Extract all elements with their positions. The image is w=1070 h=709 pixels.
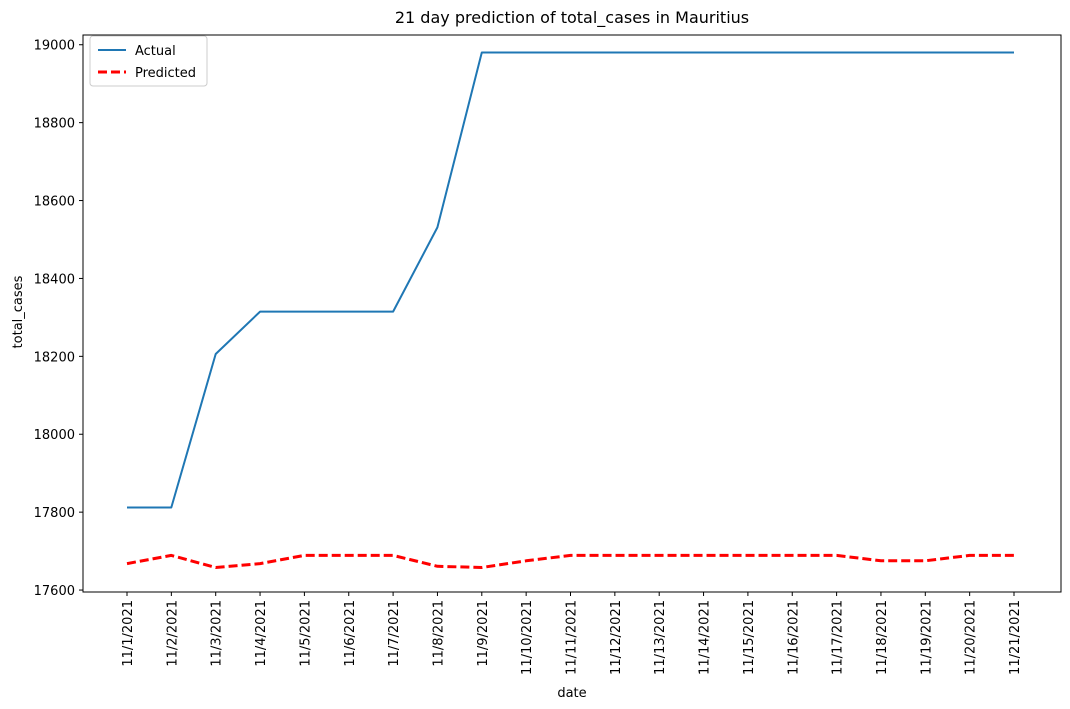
y-tick-label: 17800 [34, 506, 75, 521]
x-tick-label: 11/20/2021 [964, 600, 979, 675]
x-tick-label: 11/16/2021 [786, 600, 801, 675]
x-tick-label: 11/10/2021 [520, 600, 535, 675]
x-tick-label: 11/15/2021 [742, 600, 757, 675]
x-tick-label: 11/9/2021 [476, 600, 491, 667]
x-tick-label: 11/6/2021 [343, 600, 358, 667]
y-tick-label: 18800 [34, 117, 75, 132]
chart-title: 21 day prediction of total_cases in Maur… [395, 8, 749, 28]
x-tick-label: 11/8/2021 [431, 600, 446, 667]
plot-area [82, 34, 1062, 593]
x-axis-label: date [557, 686, 586, 701]
y-tick-label: 18200 [34, 350, 75, 365]
x-tick-label: 11/3/2021 [210, 600, 225, 667]
x-tick-label: 11/18/2021 [875, 600, 890, 675]
x-tick-label: 11/17/2021 [831, 600, 846, 675]
y-axis-label: total_cases [11, 275, 26, 348]
x-tick-label: 11/1/2021 [121, 600, 136, 667]
x-tick-label: 11/21/2021 [1008, 600, 1023, 675]
series-line-actual [127, 51, 1014, 509]
y-tick-label: 19000 [34, 39, 75, 54]
y-tick-label: 18000 [34, 428, 75, 443]
x-tick-label: 11/7/2021 [387, 600, 402, 667]
x-axis: 11/1/2021 11/2/2021 11/3/2021 11/4/2021 11/5… [121, 592, 1023, 675]
y-axis: 17600 17800 18000 18200 18400 18600 18800 19000 [34, 39, 83, 599]
legend-label-actual: Actual [135, 44, 176, 59]
series-line-predicted [126, 553, 1014, 569]
y-tick-label: 17600 [34, 584, 75, 599]
legend: Actual Predicted [89, 35, 208, 87]
legend-label-predicted: Predicted [135, 66, 196, 81]
x-tick-label: 11/2/2021 [165, 600, 180, 667]
x-tick-label: 11/5/2021 [298, 600, 313, 667]
y-tick-label: 18600 [34, 195, 75, 210]
series-lines [126, 51, 1014, 569]
x-tick-label: 11/14/2021 [698, 600, 713, 675]
x-tick-label: 11/12/2021 [609, 600, 624, 675]
x-tick-label: 11/19/2021 [919, 600, 934, 675]
x-tick-label: 11/11/2021 [565, 600, 580, 675]
x-tick-label: 11/4/2021 [254, 600, 269, 667]
y-tick-label: 18400 [34, 272, 75, 287]
x-tick-label: 11/13/2021 [653, 600, 668, 675]
plot-frame [82, 34, 1062, 593]
